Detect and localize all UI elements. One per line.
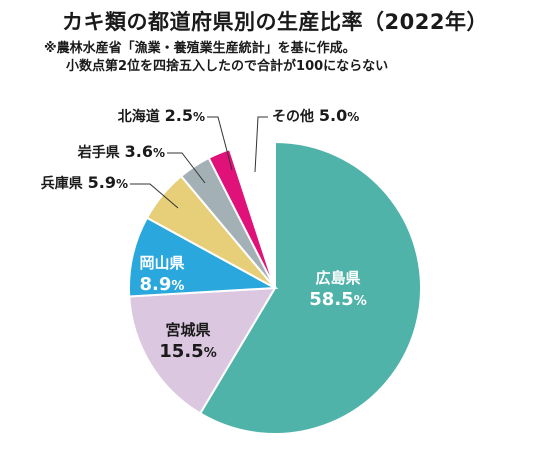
leader-line-6 (254, 116, 268, 173)
rounding-note: 小数点第2位を四捨五入したので合計が100にならない (66, 59, 389, 74)
leader-line-5 (207, 116, 233, 171)
leader-line-4 (167, 152, 206, 184)
slice-value-1: 15.5% (159, 341, 216, 362)
leader-line-3 (130, 183, 179, 209)
pie-slice-0 (198, 140, 423, 435)
slice-label-6: その他 5.0% (272, 106, 359, 125)
slice-label-4: 岩手県 3.6% (77, 142, 165, 161)
slice-label-1: 宮城県 (165, 321, 210, 339)
slice-value-2: 8.9% (140, 274, 185, 295)
pie-slice-6 (228, 140, 276, 289)
slice-value-0: 58.5% (309, 289, 366, 310)
chart-title: カキ類の都道府県別の生産比率（2022年） (62, 10, 488, 34)
source-note: ※農林水産省「漁業・養殖業生産統計」を基に作成。 (44, 41, 356, 56)
slice-label-2: 岡山県 (139, 254, 184, 272)
slice-label-5: 北海道 2.5% (118, 106, 205, 125)
slice-label-3: 兵庫県 5.9% (41, 173, 128, 192)
slice-label-0: 広島県 (315, 269, 360, 287)
pie-slice-1 (128, 286, 277, 415)
pie-slice-2 (128, 216, 279, 298)
